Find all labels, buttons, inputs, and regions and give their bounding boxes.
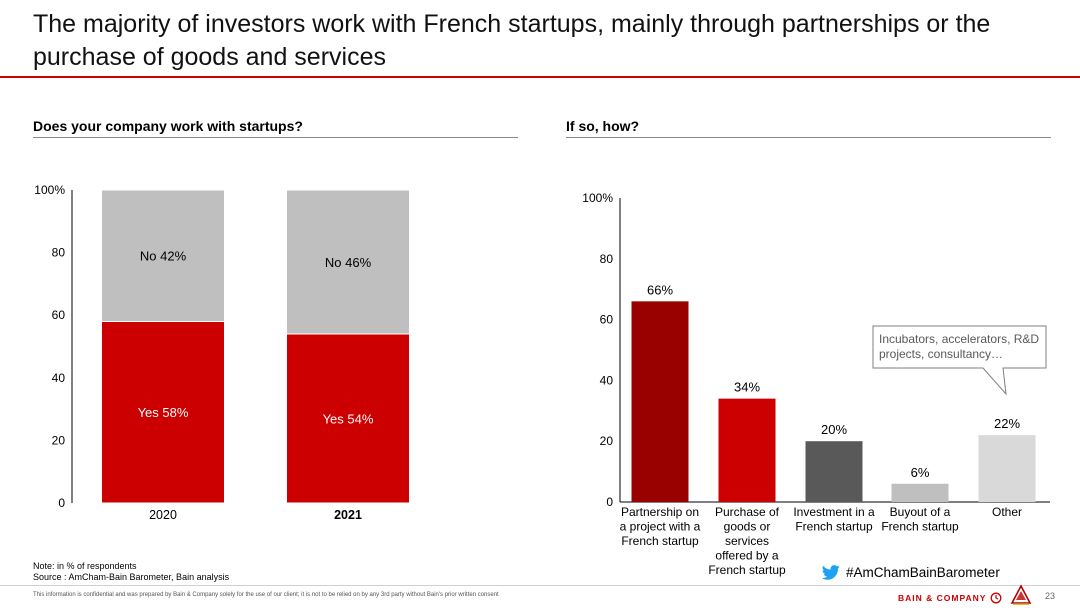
startup-work-stacked-chart: 0 20 40 60 80 100% Yes 58% No 42% 2020 Yes 54% No … [34, 183, 410, 522]
x-category-label-line: Partnership on [621, 505, 699, 519]
hashtag-text: #AmChamBainBarometer [846, 565, 1000, 580]
x-category-label-line: Other [992, 505, 1022, 519]
bain-brand: BAIN & COMPANY [898, 592, 1002, 604]
x-category-label: 2021 [334, 508, 362, 522]
data-label-yes-2021: Yes 54% [323, 411, 374, 426]
hashtag-label: #AmChamBainBarometer [822, 565, 1000, 580]
footer-divider [0, 585, 1080, 586]
y-tick-label: 80 [52, 246, 66, 260]
callout-text-line: projects, consultancy… [879, 347, 1003, 361]
y-tick-label: 60 [600, 313, 614, 327]
y-tick-label: 20 [600, 434, 614, 448]
data-label-yes-2020: Yes 58% [138, 405, 189, 420]
bar-5 [978, 435, 1036, 502]
callout-text-line: Incubators, accelerators, R&D [879, 332, 1039, 346]
footnote-note: Note: in % of respondents [33, 561, 137, 571]
x-category-label-line: French startup [621, 534, 699, 548]
slide-title: The majority of investors work with Fren… [33, 10, 991, 71]
x-category-label-line: Investment in a [793, 505, 875, 519]
twitter-bird-icon [822, 565, 840, 580]
data-label: 6% [911, 465, 930, 480]
x-category-label-line: services [725, 534, 769, 548]
y-tick-label: 80 [600, 252, 614, 266]
data-label: 20% [821, 422, 847, 437]
x-category-label-line: offered by a [715, 549, 778, 563]
title-divider [0, 76, 1080, 78]
brand-name: BAIN & COMPANY [898, 593, 987, 603]
bar-3 [805, 441, 863, 502]
bar-segment-yes-2020 [101, 320, 225, 504]
x-category-label: Partnership on a project with a French sta… [620, 505, 701, 548]
left-section-divider [33, 137, 518, 138]
page-number: 23 [1045, 591, 1056, 601]
x-category-label-line: French startup [795, 520, 873, 534]
data-label-no-2020: No 42% [140, 249, 187, 264]
x-category-label-line: Purchase of [715, 505, 780, 519]
bain-logo-icon [991, 592, 1002, 604]
data-label: 34% [734, 380, 760, 395]
x-category-label-line: Buyout of a [890, 505, 951, 519]
y-tick-label: 0 [606, 495, 613, 509]
right-section-heading: If so, how? [566, 118, 640, 134]
callout-bubble [872, 325, 1047, 396]
x-category-label: 2020 [149, 508, 177, 522]
y-tick-label: 100% [34, 183, 65, 197]
left-section-heading: Does your company work with startups? [33, 118, 303, 134]
y-tick-label: 40 [600, 373, 614, 387]
bar-2 [718, 398, 776, 502]
footnote-source: Source : AmCham-Bain Barometer, Bain ana… [33, 572, 230, 582]
bar-segment-yes-2021 [286, 333, 410, 504]
confidentiality-disclaimer: This information is confidential and was… [33, 592, 499, 598]
data-label: 22% [994, 416, 1020, 431]
startup-work-type-bar-chart: 0 20 40 60 80 100% 66% Partnership on a project … [582, 191, 1050, 577]
data-label: 66% [647, 282, 673, 297]
y-tick-label: 20 [52, 433, 66, 447]
x-category-label-line: a project with a [620, 520, 701, 534]
x-category-label: Investment in a French startup [793, 505, 875, 534]
bar-segment-no-2020 [101, 189, 225, 322]
data-label-no-2021: No 46% [325, 255, 372, 270]
right-section-divider [566, 137, 1051, 138]
x-category-label-line: French startup [708, 563, 786, 577]
x-category-label: Other [992, 505, 1022, 519]
y-tick-label: 0 [58, 496, 65, 510]
callout-text: Incubators, accelerators, R&D projects, c… [879, 332, 1039, 361]
y-tick-label: 60 [52, 308, 66, 322]
bar-4 [891, 483, 949, 502]
bar-1 [631, 301, 689, 502]
bar-segment-no-2021 [286, 189, 410, 335]
y-tick-label: 40 [52, 371, 66, 385]
x-category-label-line: goods or [724, 520, 771, 534]
x-category-label-line: French startup [881, 520, 959, 534]
amcham-logo-icon [1010, 585, 1032, 605]
y-tick-label: 100% [582, 191, 613, 205]
x-category-label: Buyout of a French startup [881, 505, 959, 534]
